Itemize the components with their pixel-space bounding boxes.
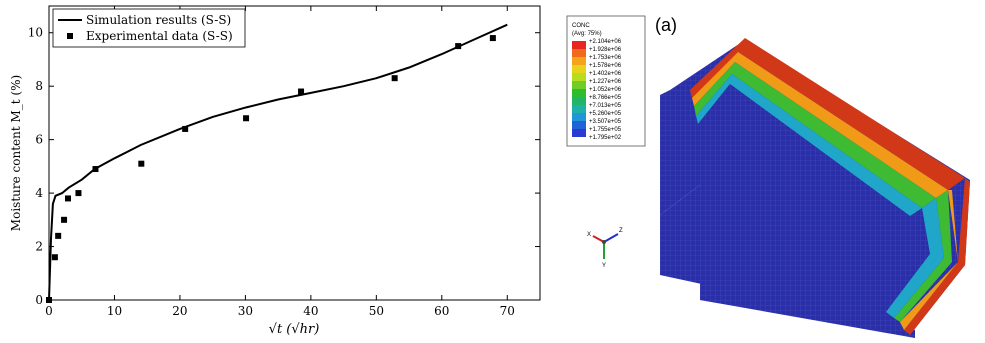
axis-ticks: 0 10 20 30 40 50 60 70 0 2 4 6 8 10 — [28, 6, 540, 318]
contour-legend-label: +1.928e+06 — [589, 47, 622, 53]
x-tick-label: 20 — [172, 304, 187, 318]
contour-swatch — [572, 97, 586, 105]
x-tick-label: 40 — [303, 304, 318, 318]
experimental-point — [489, 35, 496, 42]
contour-swatch — [572, 81, 586, 89]
x-tick-label: 60 — [434, 304, 449, 318]
triad-label-z: Z — [619, 228, 623, 234]
experimental-point — [243, 115, 250, 122]
contour-swatch — [572, 129, 586, 137]
model-top-band-green — [694, 62, 936, 208]
contour-legend-label: +1.402e+06 — [589, 71, 622, 77]
y-tick-label: 0 — [35, 293, 43, 307]
contour-legend-subtitle: (Avg: 75%) — [572, 31, 602, 37]
contour-legend: CONC (Avg: 75%) +2.104e+06 +1.928e+06 +1.7… — [566, 15, 646, 147]
triad-label-x: X — [587, 232, 591, 238]
experimental-point — [61, 216, 68, 223]
simulation-line — [48, 23, 508, 301]
contour-legend-label: +1.795e+02 — [589, 135, 622, 141]
x-tick-label: 50 — [369, 304, 384, 318]
contour-legend-label: +1.753e+06 — [589, 55, 622, 61]
model-inner-top — [698, 84, 922, 306]
contour-legend-label: +8.766e+05 — [589, 95, 622, 101]
x-tick-label: 10 — [107, 304, 122, 318]
experimental-point — [455, 43, 462, 50]
y-tick-label: 10 — [28, 26, 43, 40]
model-top-band-cyan — [696, 74, 922, 216]
contour-swatch — [572, 41, 586, 49]
legend-marker-swatch — [67, 33, 73, 39]
contour-model — [660, 38, 970, 338]
contour-swatch — [572, 57, 586, 65]
model-right-band-orange — [900, 190, 958, 330]
experimental-point — [391, 75, 398, 82]
experimental-point — [46, 297, 52, 303]
panel-label: (a) — [655, 15, 677, 35]
experimental-point — [298, 88, 305, 95]
chart-legend: Simulation results (S-S) Experimental da… — [52, 8, 246, 48]
y-tick-label: 2 — [35, 240, 43, 254]
contour-legend-label: +1.578e+06 — [589, 63, 622, 69]
contour-swatch — [572, 73, 586, 81]
contour-legend-label: +1.755e+05 — [589, 127, 622, 133]
contour-legend-label: +1.227e+06 — [589, 79, 622, 85]
contour-legend-label: +5.260e+05 — [589, 111, 622, 117]
contour-legend-label: +3.507e+05 — [589, 119, 622, 125]
x-tick-label: 0 — [45, 304, 53, 318]
contour-swatch — [572, 113, 586, 121]
contour-swatch — [572, 49, 586, 57]
legend-box — [52, 8, 246, 48]
model-top-band-orange — [692, 52, 948, 198]
experimental-point — [92, 166, 99, 173]
model-right-band-green — [894, 190, 952, 322]
experimental-point — [75, 190, 82, 197]
x-tick-label: 70 — [500, 304, 515, 318]
contour-swatch — [572, 121, 586, 129]
triad-label-y: Y — [602, 263, 606, 269]
contour-legend-label: +1.052e+06 — [589, 87, 622, 93]
y-axis-label: Moisture content M_t (%) — [9, 75, 23, 231]
x-axis-label: √t (√hr) — [269, 322, 320, 337]
legend-label-experimental: Experimental data (S-S) — [86, 29, 233, 43]
moisture-chart: 0 10 20 30 40 50 60 70 0 2 4 6 8 10 Simulation result… — [9, 5, 541, 337]
experimental-point — [51, 254, 58, 261]
y-tick-label: 6 — [35, 133, 43, 147]
experimental-marker-layer — [46, 35, 496, 303]
model-top-outer-band — [690, 38, 965, 190]
model-right-band-cyan — [886, 198, 944, 318]
contour-legend-label: +7.013e+05 — [589, 103, 622, 109]
experimental-point — [64, 195, 71, 202]
fea-figure: CONC (Avg: 75%) +2.104e+06 +1.928e+06 +1.7… — [566, 15, 970, 338]
contour-swatch — [572, 105, 586, 113]
plot-frame — [48, 5, 541, 301]
contour-legend-title: CONC — [572, 23, 590, 29]
y-tick-label: 8 — [35, 79, 43, 93]
experimental-point — [55, 232, 62, 239]
contour-swatch — [572, 89, 586, 97]
x-tick-label: 30 — [238, 304, 253, 318]
orientation-triad: X Z Y — [587, 228, 623, 269]
experimental-point — [138, 160, 145, 167]
contour-legend-label: +2.104e+06 — [589, 39, 622, 45]
contour-swatch — [572, 65, 586, 73]
simulation-line-layer — [48, 23, 508, 301]
experimental-point — [182, 125, 189, 132]
y-tick-label: 4 — [35, 186, 43, 200]
legend-label-simulation: Simulation results (S-S) — [86, 13, 231, 27]
